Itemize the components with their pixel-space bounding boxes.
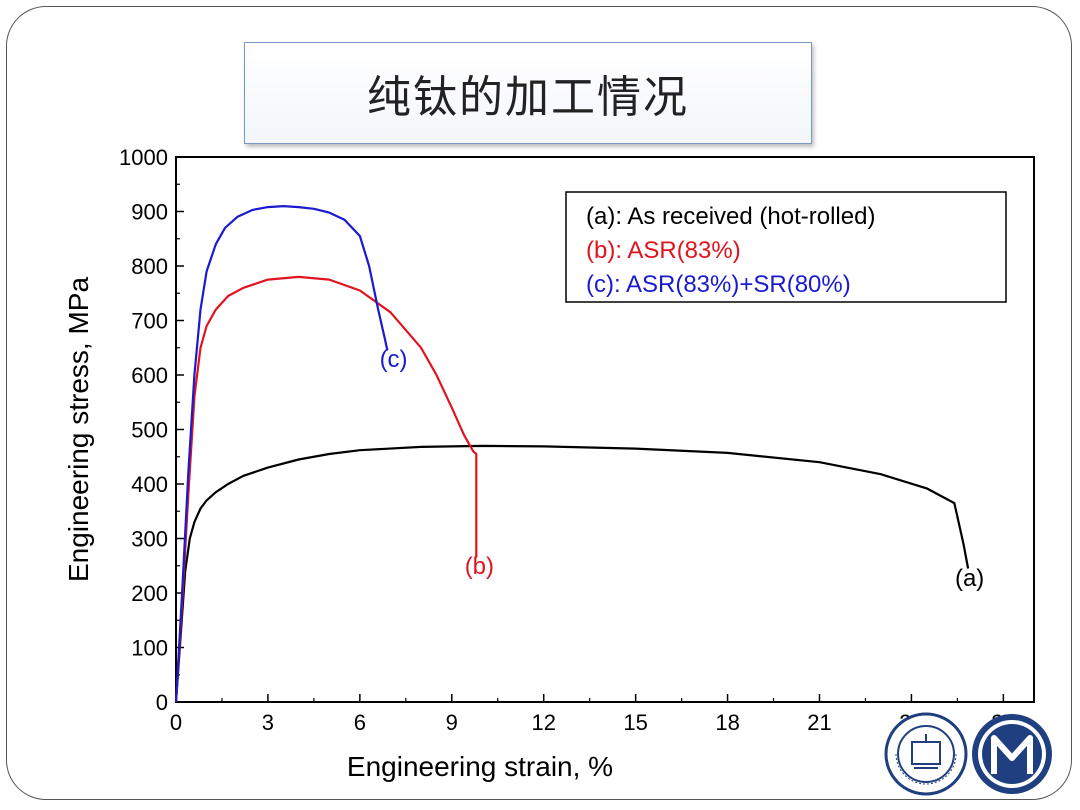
x-tick-label: 18 bbox=[715, 710, 739, 735]
y-tick-label: 100 bbox=[131, 636, 168, 661]
series-line-b bbox=[174, 275, 478, 703]
y-tick-label: 600 bbox=[131, 363, 168, 388]
university-emblem-logo bbox=[972, 714, 1052, 794]
series-annotation-c: (c) bbox=[380, 346, 408, 373]
series-line-a bbox=[174, 444, 970, 703]
x-tick-label: 21 bbox=[807, 710, 831, 735]
x-tick-label: 9 bbox=[446, 710, 458, 735]
y-tick-label: 200 bbox=[131, 581, 168, 606]
legend-entry-a: (a): As received (hot-rolled) bbox=[586, 203, 875, 230]
series-annotation-a: (a) bbox=[955, 565, 984, 592]
x-axis-title: Engineering strain, % bbox=[347, 751, 613, 782]
x-tick-label: 12 bbox=[531, 710, 555, 735]
y-axis-title: Engineering stress, MPa bbox=[63, 277, 94, 582]
y-tick-label: 900 bbox=[131, 200, 168, 225]
legend-entry-b: (b): ASR(83%) bbox=[586, 237, 741, 264]
y-tick-label: 0 bbox=[156, 690, 168, 715]
x-tick-label: 3 bbox=[262, 710, 274, 735]
y-tick-label: 800 bbox=[131, 254, 168, 279]
y-tick-label: 500 bbox=[131, 418, 168, 443]
y-tick-label: 300 bbox=[131, 527, 168, 552]
x-tick-label: 15 bbox=[623, 710, 647, 735]
y-tick-label: 400 bbox=[131, 472, 168, 497]
legend-box bbox=[565, 191, 1007, 303]
sjtu-seal-logo bbox=[884, 712, 968, 796]
x-tick-label: 0 bbox=[170, 710, 182, 735]
slide-title-box: 纯钛的加工情况 bbox=[244, 42, 812, 144]
series-line-c bbox=[174, 205, 389, 703]
y-tick-label: 700 bbox=[131, 309, 168, 334]
slide-title: 纯钛的加工情况 bbox=[367, 72, 689, 123]
series-annotation-b: (b) bbox=[465, 553, 494, 580]
x-tick-label: 6 bbox=[354, 710, 366, 735]
y-tick-label: 1000 bbox=[119, 145, 168, 170]
legend-entry-c: (c): ASR(83%)+SR(80%) bbox=[586, 271, 851, 298]
